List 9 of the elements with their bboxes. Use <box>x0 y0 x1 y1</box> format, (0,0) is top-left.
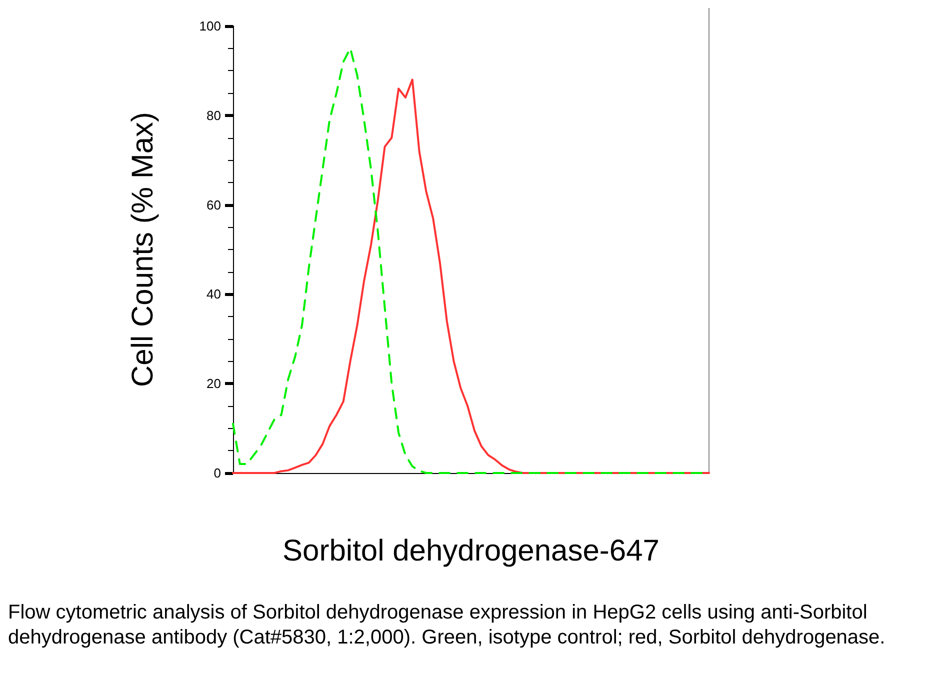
y-tick-label: 40 <box>206 286 221 302</box>
x-axis-title: Sorbitol dehydrogenase-647 <box>282 534 660 568</box>
y-tick-label: 0 <box>214 466 221 480</box>
y-tick-label: 80 <box>206 108 221 123</box>
y-tick-label: 20 <box>206 376 221 392</box>
y-tick-label: 100 <box>199 18 221 34</box>
y-tick-label: 60 <box>206 197 221 212</box>
y-axis-title: Cell Counts (% Max) <box>126 112 160 388</box>
text: Flow cytometric analysis of Sorbitol dehydrogenase expression in HepG2 cells using anti-Sorbitol dehydrogenase antibody (Cat#5830, 1:2,000). Green, isotype control; red, Sorbitol dehydrogenase. <box>8 602 886 648</box>
